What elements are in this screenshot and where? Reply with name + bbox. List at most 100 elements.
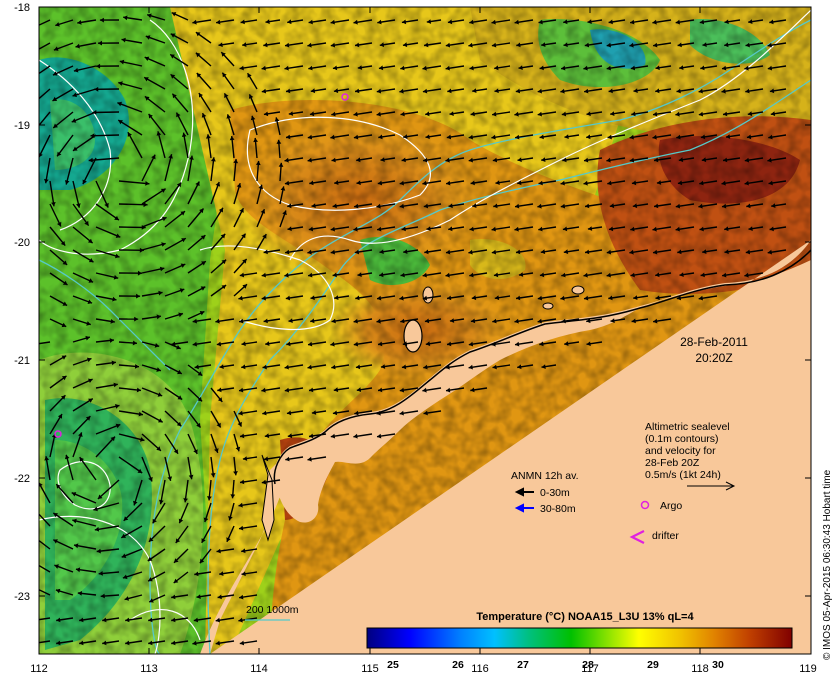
velocity-arrowhead bbox=[723, 157, 728, 163]
velocity-arrowhead bbox=[239, 594, 244, 600]
velocity-arrowhead bbox=[586, 341, 591, 347]
velocity-arrowhead bbox=[136, 293, 141, 299]
velocity-arrowhead bbox=[100, 593, 105, 599]
velocity-arrowhead bbox=[331, 364, 336, 370]
velocity-arrowhead bbox=[469, 19, 474, 25]
velocity-arrowhead bbox=[422, 88, 428, 94]
velocity-arrowhead bbox=[109, 338, 114, 343]
velocity-arrowhead bbox=[92, 110, 97, 115]
velocity-arrowhead bbox=[679, 272, 684, 277]
velocity-arrowhead bbox=[61, 322, 67, 328]
velocity-arrowhead bbox=[144, 77, 149, 82]
velocity-arrowhead bbox=[284, 65, 289, 71]
velocity-arrowhead bbox=[262, 410, 267, 416]
velocity-arrowhead bbox=[194, 571, 199, 577]
velocity-arrowhead bbox=[112, 296, 117, 302]
velocity-arrowhead bbox=[470, 318, 476, 324]
velocity-arrowhead bbox=[353, 433, 358, 439]
velocity-arrowhead bbox=[157, 392, 163, 397]
velocity-arrowhead bbox=[123, 15, 128, 21]
velocity-arrowhead bbox=[468, 134, 473, 140]
velocity-arrowhead bbox=[263, 42, 268, 48]
velocity-arrowhead bbox=[353, 111, 358, 117]
velocity-arrowhead bbox=[472, 203, 477, 208]
velocity-arrowhead bbox=[189, 155, 194, 160]
velocity-arrowhead bbox=[564, 134, 569, 139]
velocity-arrow bbox=[45, 157, 51, 184]
velocity-arrowhead bbox=[722, 203, 727, 209]
velocity-arrowhead bbox=[217, 387, 222, 393]
velocity-arrowhead bbox=[585, 249, 590, 255]
velocity-arrowhead bbox=[216, 19, 221, 25]
velocity-arrowhead bbox=[176, 182, 182, 188]
velocity-arrowhead bbox=[284, 272, 289, 278]
velocity-arrowhead bbox=[90, 133, 95, 139]
velocity-arrowhead bbox=[265, 341, 270, 346]
velocity-arrowhead bbox=[241, 571, 246, 577]
velocity-arrowhead bbox=[769, 19, 774, 25]
velocity-arrowhead bbox=[378, 65, 384, 71]
velocity-arrowhead bbox=[468, 341, 474, 347]
velocity-arrowhead bbox=[122, 574, 128, 580]
velocity-arrowhead bbox=[633, 295, 638, 300]
velocity-arrowhead bbox=[422, 180, 427, 186]
colorbar-tick: 25 bbox=[387, 659, 399, 671]
velocity-arrow bbox=[187, 208, 205, 228]
velocity-arrowhead bbox=[608, 226, 614, 232]
velocity-arrowhead bbox=[514, 318, 519, 324]
velocity-arrowhead bbox=[170, 33, 176, 38]
velocity-arrowhead bbox=[400, 65, 405, 71]
velocity-arrow bbox=[118, 226, 146, 229]
velocity-arrowhead bbox=[515, 134, 520, 140]
altimetry-line: (0.1m contours) bbox=[645, 433, 719, 445]
velocity-arrowhead bbox=[378, 341, 383, 347]
velocity-arrowhead bbox=[491, 134, 496, 140]
velocity-arrowhead bbox=[403, 249, 408, 254]
velocity-arrow bbox=[95, 436, 116, 458]
velocity-arrowhead bbox=[76, 203, 81, 208]
velocity-arrowhead bbox=[677, 180, 683, 186]
velocity-arrowhead bbox=[331, 157, 336, 163]
colorbar-title: Temperature (°C) NOAA15_L3U 13% qL=4 bbox=[476, 611, 694, 623]
velocity-arrowhead bbox=[587, 19, 592, 24]
velocity-arrowhead bbox=[104, 202, 109, 208]
velocity-arrow bbox=[95, 249, 120, 258]
velocity-arrowhead bbox=[632, 203, 638, 209]
velocity-arrowhead bbox=[379, 42, 385, 48]
velocity-arrowhead bbox=[377, 226, 382, 232]
velocity-arrowhead bbox=[400, 272, 405, 278]
velocity-arrowhead bbox=[515, 203, 520, 209]
velocity-arrowhead bbox=[34, 24, 39, 28]
velocity-arrowhead bbox=[75, 567, 81, 573]
velocity-arrow bbox=[72, 203, 90, 227]
velocity-arrowhead bbox=[353, 134, 359, 140]
velocity-arrowhead bbox=[288, 318, 293, 323]
colorbar-tick: 27 bbox=[517, 659, 529, 671]
velocity-arrowhead bbox=[53, 513, 58, 518]
velocity-arrowhead bbox=[88, 157, 93, 163]
velocity-arrowhead bbox=[148, 537, 154, 542]
velocity-arrowhead bbox=[656, 180, 662, 185]
velocity-arrowhead bbox=[446, 180, 451, 186]
velocity-arrowhead bbox=[264, 433, 270, 439]
velocity-arrowhead bbox=[539, 341, 544, 347]
velocity-arrowhead bbox=[115, 404, 120, 409]
velocity-arrowhead bbox=[445, 157, 450, 163]
velocity-arrowhead bbox=[195, 32, 201, 37]
velocity-arrow bbox=[118, 433, 145, 442]
velocity-arrowhead bbox=[491, 19, 496, 25]
velocity-arrowhead bbox=[280, 186, 286, 191]
velocity-arrowhead bbox=[447, 341, 452, 347]
velocity-arrowhead bbox=[677, 249, 682, 255]
velocity-arrowhead bbox=[334, 295, 339, 300]
velocity-arrowhead bbox=[99, 17, 104, 23]
velocity-arrowhead bbox=[492, 364, 497, 370]
velocity-arrowhead bbox=[700, 272, 705, 278]
velocity-arrowhead bbox=[560, 88, 565, 94]
velocity-arrowhead bbox=[310, 88, 316, 94]
velocity-arrowhead bbox=[216, 341, 222, 347]
velocity-arrow bbox=[79, 456, 97, 481]
velocity-arrowhead bbox=[253, 137, 258, 143]
velocity-arrow bbox=[71, 492, 97, 504]
velocity-arrowhead bbox=[376, 410, 381, 416]
